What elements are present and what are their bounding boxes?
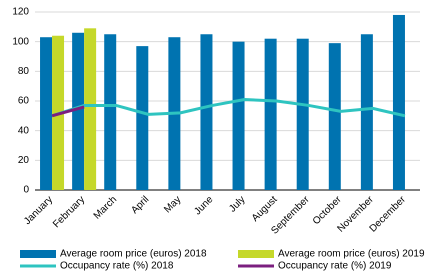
bar xyxy=(264,38,277,191)
bar xyxy=(104,34,117,190)
bar xyxy=(296,38,309,191)
y-tick-label: 120 xyxy=(12,7,29,18)
bar xyxy=(84,28,97,190)
line xyxy=(51,98,406,118)
y-tick-label: 60 xyxy=(18,96,30,107)
x-tick-label: August xyxy=(250,194,280,224)
bar xyxy=(40,37,53,190)
y-tick-label: 40 xyxy=(18,125,30,136)
x-tick-label: April xyxy=(129,194,151,216)
bar xyxy=(232,41,245,190)
y-tick-label: 80 xyxy=(18,66,30,77)
legend-label: Occupancy rate (%) 2019 xyxy=(278,261,392,272)
y-tick-label: 0 xyxy=(23,185,29,196)
x-tick-label: June xyxy=(192,194,215,217)
x-tick-label: May xyxy=(162,194,183,215)
legend-label: Average room price (euros) 2018 xyxy=(60,249,207,260)
bar xyxy=(136,46,149,190)
bar xyxy=(200,34,213,190)
x-tick-label: February xyxy=(51,194,87,230)
legend-swatch xyxy=(20,250,56,258)
bar xyxy=(360,34,373,190)
bar xyxy=(392,14,405,191)
y-tick-label: 100 xyxy=(12,36,29,47)
legend-swatch xyxy=(238,250,274,258)
x-tick-label: July xyxy=(227,194,247,214)
legend-label: Average room price (euros) 2019 xyxy=(278,249,425,260)
bar xyxy=(328,43,341,191)
legend-label: Occupancy rate (%) 2018 xyxy=(60,261,174,272)
x-tick-label: March xyxy=(92,194,119,221)
line xyxy=(51,105,85,118)
bar xyxy=(72,32,85,191)
y-tick-label: 20 xyxy=(18,155,30,166)
